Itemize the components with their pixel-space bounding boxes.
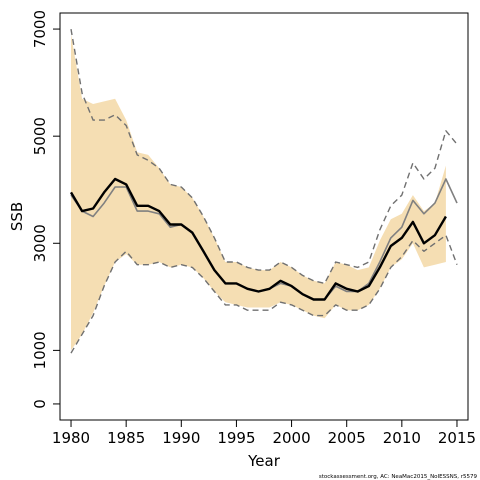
x-tick-label: 1995 [217,429,255,447]
y-axis: 0 1000 3000 5000 7000 [31,10,60,409]
plot-frame [59,12,469,421]
credit-note: stockassessment.org, AC: NeaMac2015_NoIE… [319,474,478,480]
x-tick-label: 2005 [328,429,366,447]
x-tick-label: 2015 [438,429,476,447]
confidence-band-layer [71,34,446,351]
x-axis: 1980 1985 1990 1995 2000 2005 2010 2015 [52,420,476,447]
x-tick-label: 2000 [272,429,310,447]
confidence-band [71,34,446,351]
series-lines-layer [69,28,458,354]
y-axis-title: SSB [8,202,26,231]
y-tick-label: 1000 [31,331,49,369]
y-tick-label: 7000 [31,10,49,48]
series-line-0 [69,177,447,301]
x-tick-label: 2010 [383,429,421,447]
y-tick-label: 3000 [31,224,49,262]
x-tick-label: 1990 [162,429,200,447]
y-tick-label: 5000 [31,117,49,155]
series-line-3 [70,234,458,354]
x-axis-title: Year [247,452,281,470]
y-tick-label: 0 [31,399,49,409]
x-tick-label: 1985 [107,429,145,447]
x-tick-label: 1980 [52,429,90,447]
